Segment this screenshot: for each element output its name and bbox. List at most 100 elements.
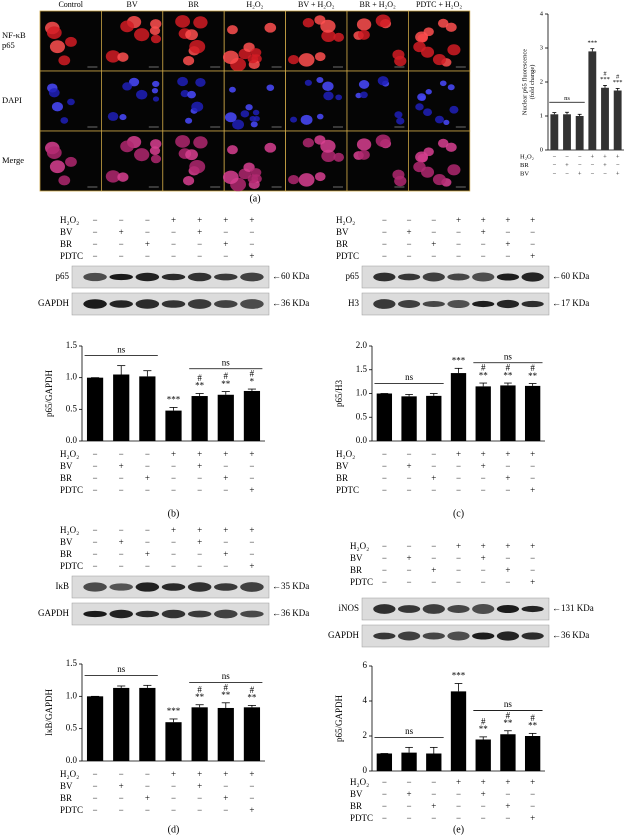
cell: [360, 91, 368, 99]
condition-sign: −: [431, 553, 436, 563]
condition-sign: −: [145, 781, 150, 791]
cell: [333, 152, 345, 162]
condition-sign: −: [481, 565, 486, 575]
micrograph: [162, 70, 225, 132]
cell: [51, 102, 63, 112]
condition-sign: −: [407, 777, 412, 787]
significance-mark: #: [506, 710, 511, 720]
cell: [415, 103, 424, 111]
significance-mark: **: [195, 381, 205, 391]
condition-sign: +: [197, 781, 202, 791]
condition-sign: −: [456, 577, 461, 587]
blot-band: [109, 583, 133, 591]
condition-sign: +: [249, 525, 254, 535]
blot-band: [447, 631, 470, 641]
blot-band: [472, 604, 495, 614]
blot-size: ←36 KDa: [272, 298, 309, 308]
condition-sign: −: [382, 215, 387, 225]
condition-name: H₂O₂: [60, 525, 79, 535]
blot-size: ←60 KDa: [272, 271, 309, 281]
condition-sign: +: [590, 153, 594, 160]
blot-band: [187, 610, 212, 618]
condition-sign: −: [407, 565, 412, 575]
condition-sign: +: [171, 769, 176, 779]
blot-band: [83, 610, 107, 618]
blot-band: [135, 610, 160, 618]
cell: [232, 119, 245, 130]
condition-sign: −: [456, 251, 461, 261]
cell: [320, 139, 336, 153]
cell: [189, 39, 206, 54]
condition-sign: −: [249, 793, 254, 803]
blot-band: [373, 272, 396, 282]
bar: [191, 396, 208, 441]
condition-sign: −: [171, 485, 176, 495]
condition-sign: +: [505, 473, 510, 483]
cell: [177, 76, 189, 87]
condition-sign: +: [197, 525, 202, 535]
cell: [119, 114, 127, 121]
condition-name: BV: [350, 789, 363, 799]
condition-sign: −: [382, 577, 387, 587]
cell: [189, 159, 206, 174]
cell: [321, 29, 336, 42]
cell: [290, 116, 298, 123]
blot-label: GAPDH: [38, 608, 70, 618]
cell: [152, 96, 160, 102]
cell: [58, 55, 71, 66]
blot-band: [472, 272, 495, 282]
condition-sign: +: [530, 449, 535, 459]
condition-sign: −: [578, 162, 582, 169]
cell: [185, 149, 198, 161]
cell: [149, 146, 161, 156]
cell: [321, 149, 336, 162]
cell: [288, 174, 300, 185]
column-label: BV: [127, 0, 138, 9]
blot-band: [214, 583, 238, 591]
bracket-label: ns: [117, 664, 126, 674]
significance-mark: ***: [167, 395, 181, 405]
bar: [426, 395, 442, 441]
condition-sign: −: [456, 565, 461, 575]
condition-sign: −: [530, 473, 535, 483]
cell: [120, 20, 135, 33]
condition-sign: −: [505, 227, 510, 237]
bar: [113, 687, 130, 761]
blot-band: [240, 582, 264, 592]
blot-band: [373, 299, 396, 309]
significance-mark: ***: [613, 79, 623, 86]
cell: [375, 14, 391, 28]
condition-sign: −: [431, 461, 436, 471]
condition-sign: −: [431, 449, 436, 459]
condition-sign: +: [603, 162, 607, 169]
condition-sign: −: [431, 777, 436, 787]
condition-sign: −: [223, 781, 228, 791]
condition-sign: −: [431, 541, 436, 551]
significance-mark: #: [250, 685, 255, 695]
significance-mark: ***: [600, 76, 610, 83]
condition-name: BR: [336, 239, 348, 249]
cell: [48, 88, 60, 98]
bar: [86, 377, 104, 441]
condition-sign: +: [505, 239, 510, 249]
condition-sign: +: [530, 577, 535, 587]
cell: [377, 76, 389, 86]
cell: [183, 56, 195, 66]
condition-sign: −: [249, 781, 254, 791]
bracket-label: ns: [222, 357, 231, 367]
y-tick-label: 1: [540, 112, 543, 119]
y-tick-label: 2: [540, 78, 543, 85]
condition-name: BR: [350, 801, 362, 811]
condition-sign: +: [456, 449, 461, 459]
cell: [152, 80, 160, 88]
blot-size: ←36 KDa: [272, 608, 309, 618]
condition-sign: −: [223, 461, 228, 471]
condition-sign: +: [249, 251, 254, 261]
condition-sign: −: [407, 541, 412, 551]
cell: [394, 111, 403, 119]
condition-name: PDTC: [60, 561, 83, 571]
blot-band: [447, 299, 470, 309]
significance-mark: #: [197, 373, 202, 383]
row-label: Merge: [2, 155, 24, 165]
cell: [417, 93, 427, 101]
